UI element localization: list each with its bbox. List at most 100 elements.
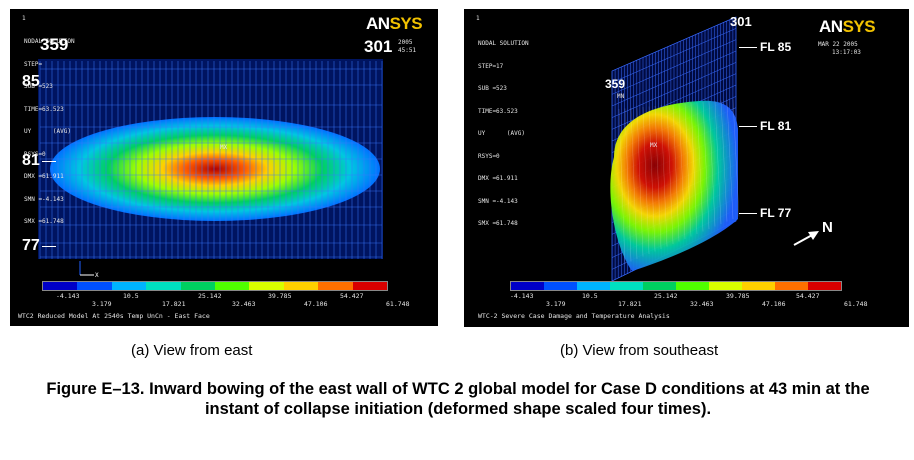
legend-value: 39.785 [726, 292, 750, 300]
info-line: STEP=17 [478, 62, 504, 70]
legend-value: 54.427 [340, 292, 364, 300]
panel-a-model-title: WTC2 Reduced Model At 2540s Temp UnCn - … [18, 312, 210, 320]
panel-b-time: 13:17:03 [832, 49, 861, 56]
floor-label-81: 81 [22, 152, 40, 169]
legend-value: 61.748 [386, 300, 410, 308]
floor-tick-81 [42, 161, 56, 162]
info-line: TIME=63.523 [478, 107, 518, 115]
legend-value: 17.821 [618, 300, 642, 308]
legend-value: 3.179 [92, 300, 112, 308]
legend-color-swatch [610, 282, 643, 290]
info-line: SUB =523 [24, 83, 53, 90]
floor-tick-81 [739, 126, 757, 127]
legend-color-swatch [775, 282, 808, 290]
panel-a-color-legend [42, 281, 388, 291]
legend-color-swatch [249, 282, 284, 290]
floor-label-fl81: FL 81 [760, 119, 792, 133]
info-line: NODAL SOLUTION [478, 40, 529, 47]
panel-a-corner-number: 1 [22, 15, 26, 22]
legend-value: 39.785 [268, 292, 292, 300]
info-line: UY (AVG) [24, 128, 71, 135]
label-301: 301 [364, 37, 393, 56]
axis-triad: X [78, 257, 99, 279]
legend-value: 32.463 [690, 300, 714, 308]
north-arrow-icon [794, 231, 820, 247]
floor-label-fl85: FL 85 [760, 40, 792, 54]
legend-color-swatch [318, 282, 353, 290]
legend-value: 47.106 [762, 300, 786, 308]
subcaption-b: (b) View from southeast [560, 342, 719, 359]
info-line: UY (AVG) [478, 130, 525, 137]
panel-b-date: MAR 22 2005 [818, 41, 858, 48]
legend-value: -4.143 [56, 292, 80, 300]
panel-b-corner-number: 1 [476, 15, 480, 22]
legend-value: 10.5 [123, 292, 139, 300]
floor-tick-85 [739, 47, 757, 48]
legend-color-swatch [643, 282, 676, 290]
info-line: RSYS=0 [24, 150, 46, 158]
panel-b-southeast-view: 1 NODAL SOLUTION STEP=17 SUB =523 TIME=6… [464, 9, 909, 327]
legend-color-swatch [352, 282, 388, 290]
subcaption-a: (a) View from east [131, 342, 253, 359]
legend-color-swatch [111, 282, 147, 290]
info-line: SMN =-4.143 [24, 195, 64, 203]
floor-tick-77 [42, 246, 56, 247]
panel-a-time: 45:51 [398, 47, 417, 54]
legend-value: 10.5 [582, 292, 598, 300]
legend-value: 61.748 [844, 300, 868, 308]
info-line: SMX =61.748 [24, 218, 64, 225]
label-359: 359 [605, 77, 626, 91]
mn-marker: MN [617, 93, 625, 100]
legend-color-swatch [511, 282, 544, 290]
ansys-logo: ANSYS [819, 17, 876, 36]
legend-value: -4.143 [510, 292, 534, 300]
north-label: N [822, 219, 833, 236]
floor-label-85: 85 [22, 73, 40, 90]
info-line: NODAL SOLUTION [24, 38, 75, 45]
mx-marker: MX [650, 142, 658, 149]
svg-text:X: X [95, 272, 99, 279]
info-line: SUB =523 [478, 85, 507, 92]
legend-color-swatch [676, 282, 709, 290]
mx-marker: MX [220, 144, 228, 151]
panel-a-contour-plot [38, 59, 383, 259]
legend-color-swatch [283, 282, 319, 290]
legend-color-swatch [77, 282, 112, 290]
legend-color-swatch [808, 282, 841, 290]
info-line: SMN =-4.143 [478, 197, 518, 205]
legend-value: 54.427 [796, 292, 820, 300]
legend-color-swatch [742, 282, 775, 290]
panel-a-east-view: 1 NODAL SOLUTION STEP= SUB =523 TIME=63.… [10, 9, 438, 326]
legend-value: 25.142 [654, 292, 678, 300]
legend-color-swatch [709, 282, 742, 290]
info-line: TIME=63.523 [24, 105, 64, 113]
info-line: DMX =61.911 [478, 175, 518, 182]
figure-caption: Figure E–13. Inward bowing of the east w… [46, 380, 870, 418]
panel-b-color-legend [510, 281, 842, 291]
info-line: STEP= [24, 60, 43, 68]
info-line: SMX =61.748 [478, 220, 518, 227]
legend-value: 32.463 [232, 300, 256, 308]
info-line: RSYS=0 [478, 152, 500, 160]
legend-value: 17.821 [162, 300, 186, 308]
panel-b-info-block: NODAL SOLUTION STEP=17 SUB =523 TIME=63.… [478, 25, 529, 243]
ansys-logo: ANSYS [366, 14, 423, 33]
panel-b-contour-plot [610, 16, 819, 282]
legend-color-swatch [577, 282, 610, 290]
label-359: 359 [40, 35, 69, 54]
legend-value: 3.179 [546, 300, 566, 308]
legend-value: 47.106 [304, 300, 328, 308]
floor-tick-77 [739, 213, 757, 214]
info-line: DMX =61.911 [24, 173, 64, 180]
legend-value: 25.142 [198, 292, 222, 300]
legend-color-swatch [180, 282, 216, 290]
legend-color-swatch [215, 282, 250, 290]
panel-a-info-block: NODAL SOLUTION STEP= SUB =523 TIME=63.52… [24, 23, 75, 241]
floor-label-77: 77 [22, 237, 40, 254]
floor-label-fl77: FL 77 [760, 206, 792, 220]
legend-color-swatch [544, 282, 577, 290]
legend-color-swatch [43, 282, 78, 290]
label-301: 301 [730, 14, 752, 29]
panel-a-date: 2005 [398, 39, 413, 46]
legend-color-swatch [146, 282, 181, 290]
